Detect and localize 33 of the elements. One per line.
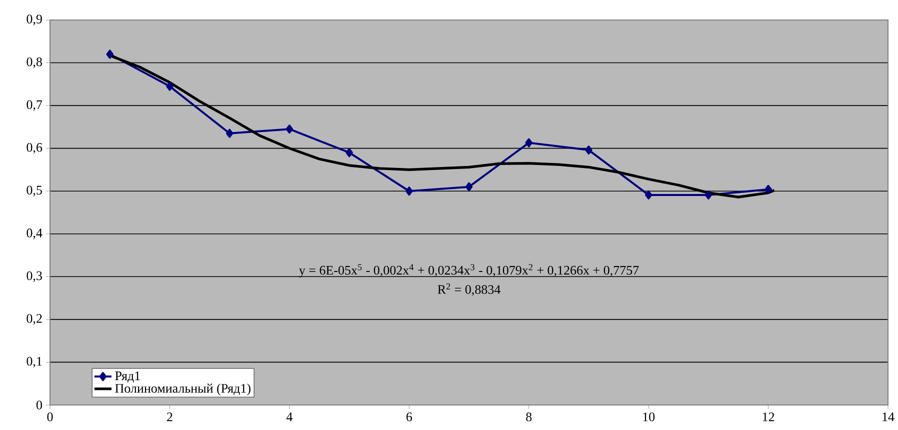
y-tick-label: 0,7 — [26, 100, 42, 111]
y-tick-label: 0,6 — [26, 143, 42, 154]
point — [106, 50, 114, 59]
point — [286, 124, 294, 134]
legend-label: Полиномиальный (Ряд1) — [115, 384, 250, 396]
point — [346, 148, 353, 158]
x-tick-label: 2 — [167, 412, 172, 422]
x-tick-label: 12 — [762, 412, 774, 422]
x-tick-label: 8 — [526, 412, 532, 422]
point — [406, 186, 413, 196]
x-tick-label: 4 — [286, 412, 292, 422]
annotation: R$^{2}$ = 0,8834 — [438, 283, 500, 296]
point — [226, 128, 234, 138]
point — [704, 190, 712, 200]
y-tick-label: 0,8 — [26, 57, 42, 68]
x-tick-label: 0 — [47, 412, 53, 422]
point — [166, 82, 174, 91]
y-tick-label: 0,9 — [26, 14, 42, 26]
y-tick-label: 0,5 — [26, 186, 42, 196]
point — [525, 138, 532, 148]
x-tick-label: 6 — [406, 412, 412, 422]
point — [644, 190, 652, 200]
legend-label: Ряд1 — [115, 371, 140, 383]
y-tick-label: 0,3 — [26, 271, 42, 282]
x-tick-label: 10 — [643, 412, 655, 422]
y-tick-label: 0,4 — [26, 228, 42, 240]
point — [465, 182, 473, 192]
y-tick-label: 0,1 — [26, 356, 42, 368]
y-tick-label: 0,2 — [26, 314, 42, 325]
point — [585, 146, 592, 155]
x-tick-label: 14 — [882, 412, 894, 422]
point — [764, 184, 772, 194]
y-tick-label: 0 — [36, 400, 42, 410]
